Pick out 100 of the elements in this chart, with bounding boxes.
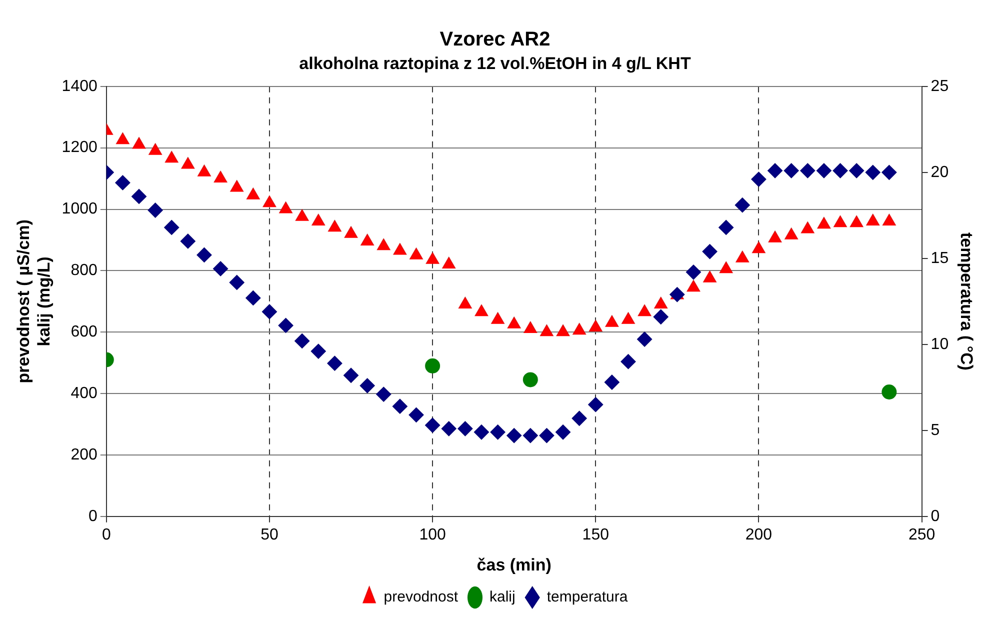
point	[116, 132, 130, 144]
y-tick-label: 1200	[62, 139, 98, 156]
legend-label: kalij	[490, 588, 516, 606]
point	[850, 216, 864, 228]
point	[262, 304, 277, 320]
point	[637, 332, 652, 347]
point	[425, 418, 440, 433]
point	[410, 248, 423, 260]
point	[328, 220, 342, 232]
point	[718, 220, 734, 235]
point	[588, 397, 604, 412]
point	[604, 374, 620, 390]
point	[278, 318, 294, 333]
point	[654, 296, 668, 308]
point	[490, 424, 506, 440]
point	[344, 226, 358, 238]
point	[181, 157, 194, 169]
point	[164, 220, 180, 235]
point	[800, 163, 816, 178]
point	[327, 356, 342, 371]
point	[556, 324, 570, 336]
point	[229, 274, 244, 290]
point	[556, 424, 571, 440]
point	[768, 230, 782, 242]
point	[686, 264, 701, 280]
point	[622, 312, 635, 324]
point	[882, 214, 896, 226]
y2-axis-title: temperatura ( °C)	[957, 232, 976, 370]
y-tick-label: 1000	[62, 200, 98, 218]
point	[213, 261, 228, 276]
point	[279, 202, 292, 214]
point	[344, 368, 359, 383]
x-axis-title: čas (min)	[476, 555, 552, 574]
point	[474, 304, 488, 316]
x-tick-label: 250	[908, 526, 936, 544]
point	[442, 257, 456, 269]
point	[458, 421, 473, 436]
point	[589, 320, 602, 332]
chart-title: Vzorec AR2	[440, 28, 550, 51]
point	[132, 188, 147, 204]
point	[882, 164, 897, 180]
point	[702, 244, 718, 260]
x-tick-label: 0	[102, 526, 111, 544]
x-tick-label: 50	[260, 526, 278, 544]
point	[703, 270, 716, 282]
point	[734, 198, 750, 213]
point	[425, 358, 440, 374]
y-tick-label: 400	[70, 384, 98, 402]
point	[524, 322, 537, 334]
point	[296, 209, 309, 221]
point	[605, 315, 619, 327]
point	[408, 407, 424, 422]
y2-tick-label: 15	[930, 250, 949, 267]
point	[686, 280, 700, 292]
point	[784, 163, 799, 178]
point	[165, 151, 178, 163]
y2-tick-label: 0	[930, 508, 940, 525]
point	[458, 296, 472, 308]
point	[392, 398, 408, 414]
point	[148, 202, 163, 218]
point	[148, 143, 162, 155]
point	[506, 428, 522, 444]
point	[620, 354, 636, 370]
point	[720, 262, 733, 274]
point	[572, 410, 587, 426]
point	[393, 243, 407, 255]
point	[540, 324, 554, 336]
point	[539, 428, 554, 444]
point	[866, 214, 880, 226]
x-tick-label: 100	[419, 526, 446, 544]
y-tick-label: 0	[88, 508, 98, 525]
point	[865, 164, 880, 180]
y2-tick-label: 25	[930, 78, 949, 95]
point	[834, 216, 847, 228]
point	[115, 175, 130, 190]
point	[522, 428, 538, 444]
point	[312, 214, 325, 226]
point	[230, 180, 244, 192]
point	[638, 304, 652, 316]
point	[246, 188, 260, 200]
point	[670, 287, 685, 302]
point	[294, 333, 310, 348]
y-tick-label: 800	[70, 262, 98, 280]
y2-tick-label: 20	[930, 164, 949, 181]
y-axis-title: prevodnost ( µS/cm) kalij (mg/L)	[14, 220, 54, 384]
point	[246, 290, 261, 306]
point	[426, 252, 440, 264]
point	[196, 247, 212, 262]
point	[377, 238, 390, 250]
point	[508, 316, 521, 328]
point	[262, 196, 276, 208]
y-tick-label: 600	[70, 324, 98, 341]
point	[310, 344, 326, 359]
chart-subtitle: alkoholna raztopina z 12 vol.%EtOH in 4 g/L KHT	[299, 54, 692, 73]
legend-label: prevodnost	[384, 588, 459, 606]
y2-tick-label: 5	[930, 422, 940, 439]
point	[360, 378, 375, 394]
point	[752, 242, 766, 254]
point	[360, 234, 374, 246]
point	[198, 164, 211, 176]
